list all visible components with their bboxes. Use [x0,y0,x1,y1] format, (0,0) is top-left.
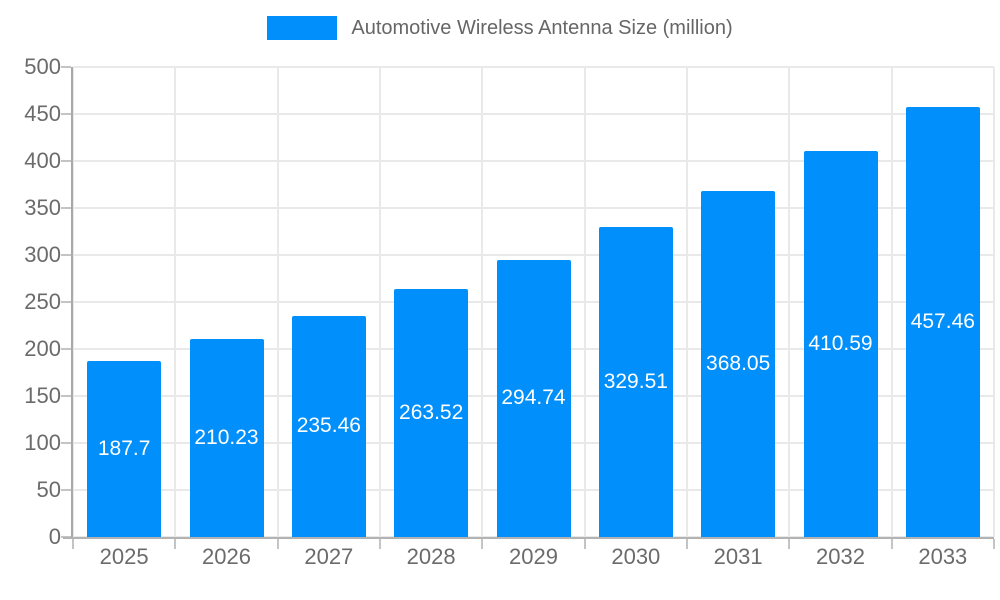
y-axis-tick [61,442,71,444]
x-axis-tick [72,539,74,549]
gridline-vertical [174,67,177,537]
x-axis-tick-label: 2028 [406,544,456,569]
x-axis-tick [174,539,177,549]
x-axis-tick-label: 2030 [611,544,661,569]
y-axis-tick-label: 450 [24,101,61,126]
x-axis-tick-label: 2029 [509,544,558,569]
gridline-horizontal [73,66,994,68]
x-axis-tick [481,539,484,549]
y-axis-tick-label: 400 [24,148,61,173]
x-axis-line [63,537,994,539]
bar-2033[interactable]: 457.46 [905,107,980,537]
y-axis-tick-label: 0 [48,524,61,549]
x-axis-tick-label: 2033 [918,544,968,569]
chart-legend[interactable]: Automotive Wireless Antenna Size (millio… [0,16,1000,40]
x-axis-tick-label: 2027 [304,544,354,569]
x-axis-tick [379,539,381,549]
bar-value-label: 235.46 [296,414,361,438]
gridline-vertical [72,67,74,537]
gridline-horizontal [73,254,994,256]
y-axis-tick-label: 200 [24,336,61,361]
y-axis-tick-label: 300 [24,242,61,267]
bar-value-label: 263.52 [399,401,464,425]
bar-value-label: 329.51 [603,370,668,394]
y-axis-tick [61,301,71,303]
gridline-vertical [890,67,893,537]
bar-2025[interactable]: 187.7 [87,360,162,537]
x-axis-tick [686,539,688,549]
y-axis-tick [61,395,71,397]
x-axis-tick-label: 2032 [816,544,865,569]
bar-value-label: 457.46 [910,310,975,333]
y-axis-line [71,67,73,537]
bar-2028[interactable]: 263.52 [394,289,469,537]
x-axis-tick-label: 2031 [713,544,763,569]
bar-value-label: 294.74 [501,386,566,410]
bar-2031[interactable]: 368.05 [701,191,776,537]
y-axis-tick [61,207,71,209]
y-axis-tick [61,160,71,162]
x-axis-tick [583,539,586,549]
y-axis-tick-label: 350 [24,195,61,220]
y-axis-tick-label: 50 [36,477,61,502]
gridline-horizontal [73,160,994,162]
gridline-vertical [788,67,791,537]
gridline-vertical [993,67,995,537]
y-axis-tick [61,489,71,491]
legend-swatch[interactable] [267,16,338,40]
bar-value-label: 368.05 [706,352,771,376]
y-axis-tick-label: 500 [24,54,61,79]
bar-2029[interactable]: 294.74 [496,259,571,537]
y-axis-tick [61,348,71,350]
x-axis-tick [993,539,995,549]
gridline-vertical [686,67,688,537]
x-axis-tick-label: 2025 [99,544,149,569]
gridline-vertical [379,67,381,537]
y-axis-tick-label: 150 [24,383,61,408]
y-axis-tick [61,66,71,68]
y-axis-tick-label: 100 [24,430,61,455]
y-axis-tick [61,113,71,115]
bar-2027[interactable]: 235.46 [291,315,366,537]
x-axis-tick [890,539,893,549]
gridline-vertical [276,67,279,537]
bar-value-label: 187.7 [97,436,151,460]
x-axis-tick [788,539,791,549]
plot-area: 0 50 100 150 200 250 300 350 400 450 500 187.7 210.2… [24,56,995,569]
y-axis-tick [61,254,71,256]
x-axis-tick-label: 2026 [202,544,251,569]
bar-2026[interactable]: 210.23 [189,339,264,537]
bar-2032[interactable]: 410.59 [803,151,878,537]
gridline-horizontal [73,113,994,115]
bar-value-label: 410.59 [808,332,873,356]
gridline-horizontal [73,207,994,209]
gridline-vertical [583,67,586,537]
x-axis-tick [276,539,279,549]
bar-2030[interactable]: 329.51 [598,227,673,537]
bar-value-label: 210.23 [194,426,259,450]
y-axis-tick-label: 250 [24,289,61,314]
legend-label[interactable]: Automotive Wireless Antenna Size (millio… [351,16,733,39]
gridline-vertical [481,67,484,537]
